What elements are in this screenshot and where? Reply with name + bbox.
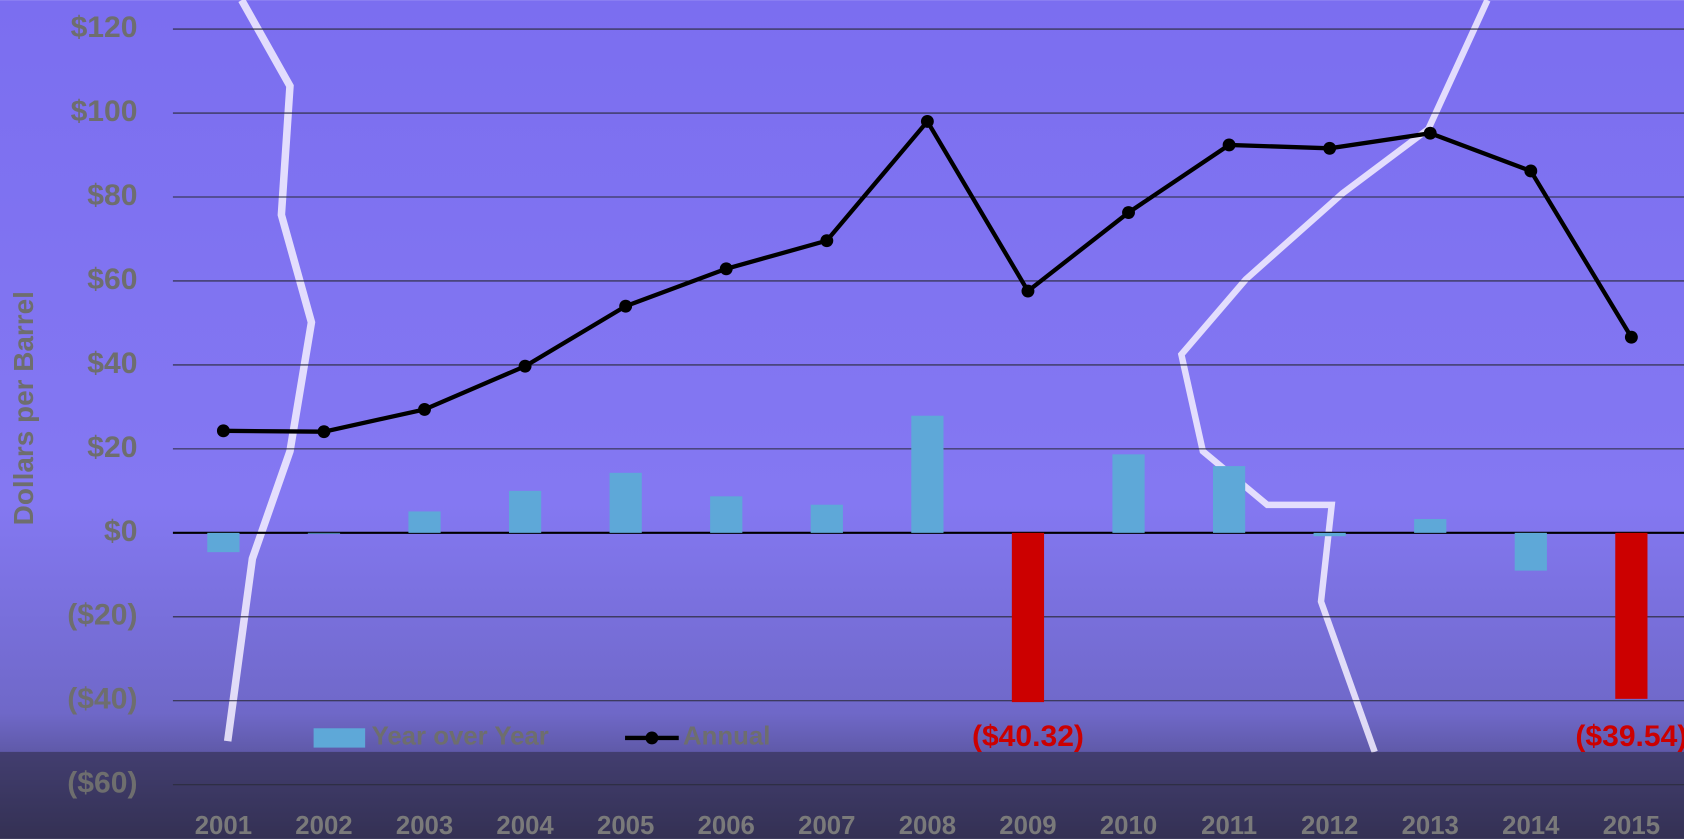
point bbox=[216, 424, 230, 438]
point bbox=[1222, 138, 1236, 152]
point bbox=[1624, 330, 1638, 344]
bar bbox=[207, 532, 240, 553]
point bbox=[1323, 141, 1337, 155]
point bbox=[719, 262, 733, 276]
y-tick-label: ($60) bbox=[67, 767, 137, 800]
x-tick-label: 2011 bbox=[1201, 812, 1257, 839]
point bbox=[1423, 126, 1437, 140]
x-tick-label: 2013 bbox=[1402, 812, 1459, 839]
y-tick-label: $120 bbox=[71, 11, 138, 44]
bar bbox=[710, 496, 743, 533]
bar bbox=[1011, 532, 1045, 703]
point bbox=[920, 114, 934, 128]
x-tick-label: 2002 bbox=[295, 812, 352, 839]
bar bbox=[810, 504, 843, 533]
bar bbox=[408, 511, 441, 533]
y-tick-label: $80 bbox=[87, 179, 137, 212]
x-tick-label: 2004 bbox=[496, 812, 554, 839]
legend-swatch bbox=[645, 731, 659, 745]
y-axis-title: Dollars per Barrel bbox=[8, 291, 39, 525]
y-tick-label: ($20) bbox=[67, 599, 137, 632]
bar bbox=[1514, 532, 1547, 571]
bar bbox=[1414, 518, 1447, 533]
data-label: ($39.54) bbox=[1575, 720, 1684, 753]
x-tick-label: 2009 bbox=[999, 812, 1056, 839]
y-tick-label: $100 bbox=[71, 95, 138, 128]
point bbox=[1524, 164, 1538, 178]
point bbox=[619, 299, 633, 313]
y-tick-label: $40 bbox=[87, 347, 137, 380]
x-tick-label: 2012 bbox=[1301, 812, 1358, 839]
bar bbox=[1615, 532, 1648, 699]
bar bbox=[911, 415, 944, 533]
x-tick-label: 2003 bbox=[396, 812, 453, 839]
lightning bbox=[223, 0, 316, 742]
x-tick-label: 2015 bbox=[1603, 812, 1660, 839]
point bbox=[518, 359, 532, 373]
point bbox=[1122, 206, 1135, 219]
x-tick-label: 2014 bbox=[1502, 812, 1560, 839]
x-tick-label: 2008 bbox=[899, 812, 956, 839]
x-tick-label: 2005 bbox=[597, 812, 654, 839]
lightning bbox=[1177, 0, 1491, 753]
point bbox=[1021, 284, 1035, 298]
bar bbox=[1112, 454, 1145, 533]
legend-swatch bbox=[313, 728, 366, 748]
bar bbox=[307, 532, 341, 534]
point bbox=[317, 425, 331, 439]
legend-label: Annual bbox=[683, 723, 770, 751]
x-tick-label: 2007 bbox=[798, 812, 855, 839]
point bbox=[820, 234, 834, 248]
data-label: ($40.32) bbox=[972, 720, 1084, 753]
y-tick-label: ($40) bbox=[67, 683, 137, 716]
ground bbox=[0, 751, 1684, 839]
bar bbox=[508, 490, 542, 533]
y-tick-label: $0 bbox=[104, 515, 137, 548]
point bbox=[418, 402, 431, 416]
x-tick-label: 2001 bbox=[195, 812, 252, 839]
legend-label: Year over Year bbox=[372, 723, 549, 751]
bar bbox=[609, 472, 642, 533]
y-tick-label: $20 bbox=[87, 431, 137, 464]
bar bbox=[1313, 532, 1346, 537]
y-tick-label: $60 bbox=[87, 263, 137, 296]
x-tick-label: 2006 bbox=[698, 812, 755, 839]
bar bbox=[1212, 466, 1246, 533]
x-tick-label: 2010 bbox=[1100, 812, 1157, 839]
